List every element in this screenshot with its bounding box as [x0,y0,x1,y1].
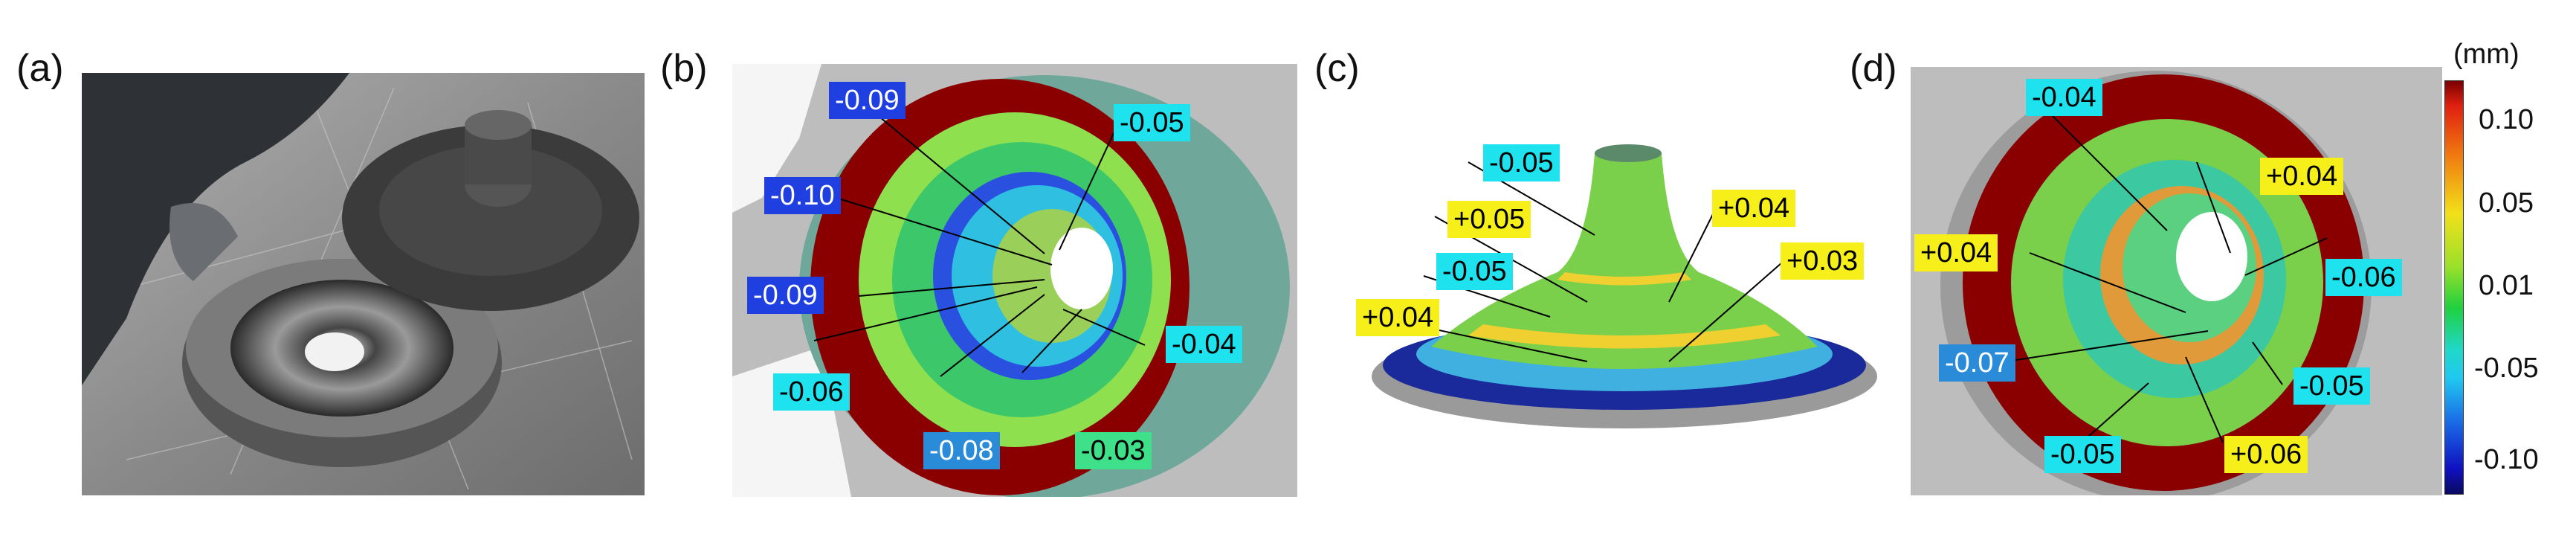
deviation-label: +0.05 [1447,201,1531,238]
deviation-image-c [1372,144,1877,428]
deviation-label: +0.04 [1712,190,1796,227]
colorbar-tick: 0.05 [2479,187,2534,219]
panel-label-d: (d) [1850,47,1897,90]
deviation-label: +0.03 [1781,242,1865,280]
colorbar-unit: (mm) [2453,39,2519,70]
deviation-label: -0.05 [1483,144,1560,181]
deviation-map-c [1364,123,1892,436]
deviation-label: -0.08 [923,432,1000,469]
deviation-label: -0.04 [1166,326,1242,363]
colorbar-tick: -0.05 [2474,353,2539,384]
panel-label-a: (a) [16,47,64,90]
photo-panel-a [82,73,645,495]
deviation-label: +0.06 [2224,436,2308,473]
deviation-label: +0.04 [1914,234,1998,271]
deviation-map-b [732,64,1297,497]
deviation-label: -0.05 [1114,104,1190,141]
deviation-label: -0.09 [829,82,906,119]
deviation-label: -0.06 [773,373,850,411]
colorbar-tick: 0.01 [2479,270,2534,301]
colorbar-tick: -0.10 [2474,444,2539,475]
deviation-label: -0.05 [2044,436,2121,473]
deviation-label: -0.05 [1436,253,1513,290]
part-photo [82,73,645,495]
colorbar-tick: 0.10 [2479,104,2534,135]
deviation-label: -0.06 [2325,259,2402,296]
deviation-label: -0.09 [747,277,824,314]
colorbar [2444,80,2464,495]
deviation-label: -0.10 [764,177,841,214]
deviation-label: +0.04 [2260,158,2344,195]
deviation-label: -0.03 [1075,432,1152,469]
deviation-image-b [732,64,1297,497]
deviation-label: +0.04 [1356,299,1440,336]
deviation-label: -0.05 [2293,367,2370,405]
panel-label-c: (c) [1314,47,1360,90]
deviation-label: -0.04 [2026,79,2102,116]
colorbar-gradient [2445,81,2463,494]
panel-label-b: (b) [660,47,708,90]
deviation-label: -0.07 [1939,344,2015,382]
